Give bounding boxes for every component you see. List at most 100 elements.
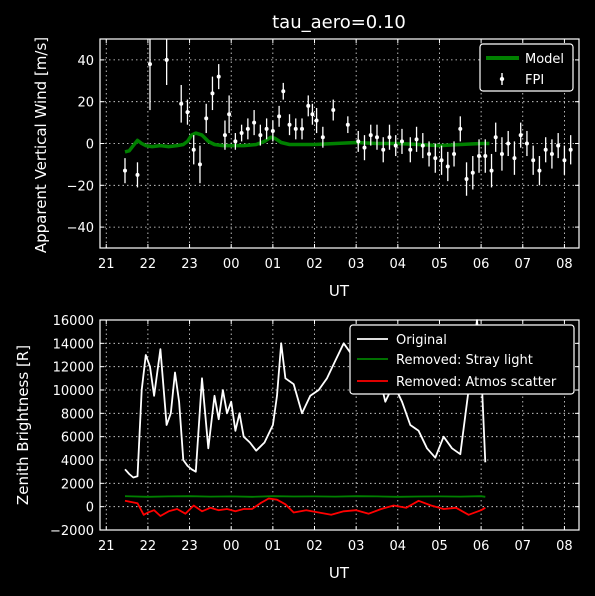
x-tick-label: 04 xyxy=(390,257,407,272)
fpi-point xyxy=(222,133,227,138)
fpi-point xyxy=(549,151,554,156)
fpi-point xyxy=(524,141,529,146)
legend-fpi-marker xyxy=(499,76,505,82)
x-axis-label: UT xyxy=(329,282,350,300)
y-tick-label: 12000 xyxy=(53,361,94,376)
fpi-point xyxy=(470,170,475,175)
stray-light-line xyxy=(124,495,486,498)
atmos-scatter-line xyxy=(124,497,486,517)
plot-area xyxy=(124,319,487,517)
y-tick-label: 0 xyxy=(86,138,94,153)
x-tick-label: 21 xyxy=(98,257,115,272)
legend-original-label: Original xyxy=(396,333,447,348)
fpi-point xyxy=(356,139,361,144)
x-tick-label: 00 xyxy=(223,539,240,554)
fpi-point xyxy=(258,133,263,138)
fpi-point xyxy=(233,139,238,144)
x-tick-label: 08 xyxy=(556,257,573,272)
fpi-point xyxy=(506,141,511,146)
fpi-point xyxy=(185,110,190,115)
legend-box xyxy=(349,324,575,395)
fpi-point xyxy=(374,135,379,140)
fpi-point xyxy=(493,135,498,140)
y-tick-label: 6000 xyxy=(61,431,94,446)
fpi-point xyxy=(310,112,315,117)
x-tick-label: 23 xyxy=(181,539,198,554)
fpi-point xyxy=(197,162,202,167)
fpi-point xyxy=(314,118,319,123)
fpi-point xyxy=(562,158,567,163)
fpi-point xyxy=(512,156,517,161)
legend-atmos-scatter-label: Removed: Atmos scatter xyxy=(396,375,557,390)
fpi-point xyxy=(531,158,536,163)
fpi-point xyxy=(408,147,413,152)
x-tick-label: 06 xyxy=(473,257,490,272)
fpi-point xyxy=(122,168,127,173)
fpi-point xyxy=(147,62,152,67)
y-tick-label: 20 xyxy=(77,96,94,111)
fpi-point xyxy=(277,114,282,119)
fpi-point xyxy=(368,133,373,138)
legend-stray-light-label: Removed: Stray light xyxy=(396,353,533,368)
x-tick-label: 05 xyxy=(431,539,448,554)
axis-ticks: 21 22 23 00 01 02 03 04 05 06 07 08 −40 −20 0 20 40 xyxy=(67,39,579,272)
fpi-point xyxy=(331,108,336,113)
fpi-point xyxy=(320,135,325,140)
y-tick-label: 8000 xyxy=(61,407,94,422)
original-line xyxy=(124,319,487,479)
x-tick-label: 04 xyxy=(390,539,407,554)
x-tick-label: 08 xyxy=(556,539,573,554)
fpi-point xyxy=(345,122,350,127)
fpi-point xyxy=(399,139,404,144)
x-tick-label: 22 xyxy=(140,539,157,554)
x-tick-label: 01 xyxy=(265,539,282,554)
x-axis-label: UT xyxy=(329,564,350,582)
fpi-point xyxy=(204,116,209,121)
fpi-point xyxy=(452,151,457,156)
legend: Original Removed: Stray light Removed: A… xyxy=(349,324,575,395)
fpi-point xyxy=(362,145,367,150)
plot-area xyxy=(122,39,573,196)
y-tick-label: 14000 xyxy=(53,337,94,352)
x-tick-label: 02 xyxy=(306,539,323,554)
fpi-point xyxy=(499,151,504,156)
fpi-point xyxy=(300,126,305,131)
y-tick-label: 2000 xyxy=(61,477,94,492)
y-tick-label: −2000 xyxy=(50,524,94,539)
axis-ticks: 21 22 23 00 01 02 03 04 05 06 07 08 −2000 0 2000 4000 60… xyxy=(50,314,579,554)
fpi-point xyxy=(216,74,221,79)
fpi-point xyxy=(164,57,169,62)
fpi-point xyxy=(293,126,298,131)
chart-title: tau_aero=0.10 xyxy=(272,12,406,33)
fpi-point xyxy=(306,103,311,108)
fpi-point xyxy=(518,133,523,138)
y-tick-label: −20 xyxy=(67,179,94,194)
fpi-point xyxy=(245,126,250,131)
y-tick-label: 0 xyxy=(86,501,94,516)
legend: Model FPI xyxy=(479,43,574,92)
fpi-point xyxy=(191,147,196,152)
y-tick-label: −40 xyxy=(67,221,94,236)
fpi-point xyxy=(458,126,463,131)
x-tick-label: 03 xyxy=(348,257,365,272)
y-axis-label: Zenith Brightness [R] xyxy=(14,345,32,505)
fpi-point xyxy=(433,156,438,161)
fpi-point xyxy=(477,154,482,159)
fpi-point xyxy=(393,143,398,148)
fpi-point xyxy=(287,122,292,127)
fpi-point xyxy=(227,112,232,117)
fpi-point xyxy=(483,154,488,159)
x-tick-label: 05 xyxy=(431,257,448,272)
fpi-point xyxy=(568,147,573,152)
fpi-point xyxy=(414,137,419,142)
axes-frame xyxy=(99,319,580,531)
x-tick-label: 07 xyxy=(514,257,531,272)
fpi-point xyxy=(427,151,432,156)
x-tick-label: 01 xyxy=(265,257,282,272)
x-tick-label: 03 xyxy=(348,539,365,554)
fpi-point xyxy=(387,135,392,140)
fpi-point xyxy=(464,177,469,182)
x-tick-label: 02 xyxy=(306,257,323,272)
y-tick-label: 40 xyxy=(77,54,94,69)
